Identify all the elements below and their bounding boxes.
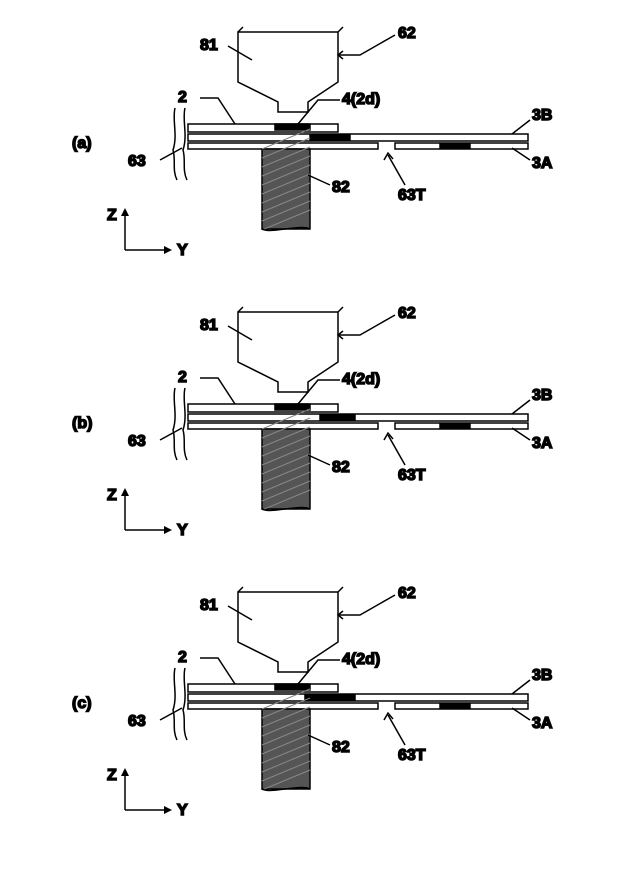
svg-text:4(2d): 4(2d) xyxy=(342,651,380,668)
svg-text:3A: 3A xyxy=(532,715,553,732)
svg-text:81: 81 xyxy=(200,37,218,54)
svg-text:63T: 63T xyxy=(398,187,426,204)
panel-c: (c) 81 62 63T 82 2 4(2d) 3B 3A 63 Z Y xyxy=(0,580,622,850)
svg-text:2: 2 xyxy=(178,369,187,386)
svg-text:3A: 3A xyxy=(532,435,553,452)
panel-b: (b) 81 62 63T 82 2 4(2d) 3B 3A 63 Z Y xyxy=(0,300,622,570)
svg-text:63: 63 xyxy=(128,153,146,170)
svg-text:81: 81 xyxy=(200,317,218,334)
svg-text:3A: 3A xyxy=(532,155,553,172)
svg-text:Y: Y xyxy=(177,522,188,539)
svg-text:3B: 3B xyxy=(532,667,552,684)
svg-text:62: 62 xyxy=(398,25,416,42)
svg-text:62: 62 xyxy=(398,585,416,602)
svg-text:4(2d): 4(2d) xyxy=(342,91,380,108)
svg-text:Z: Z xyxy=(107,767,117,784)
svg-text:81: 81 xyxy=(200,597,218,614)
svg-text:82: 82 xyxy=(332,739,350,756)
svg-text:82: 82 xyxy=(332,179,350,196)
svg-text:82: 82 xyxy=(332,459,350,476)
svg-text:Y: Y xyxy=(177,242,188,259)
svg-text:(a): (a) xyxy=(72,135,92,152)
svg-text:3B: 3B xyxy=(532,387,552,404)
svg-text:(b): (b) xyxy=(72,415,92,432)
svg-text:Z: Z xyxy=(107,207,117,224)
svg-text:63T: 63T xyxy=(398,467,426,484)
svg-text:2: 2 xyxy=(178,649,187,666)
svg-text:Y: Y xyxy=(177,802,188,819)
svg-text:(c): (c) xyxy=(72,695,92,712)
svg-text:63: 63 xyxy=(128,433,146,450)
panel-a: (a) 81 62 63T 82 2 4(2d) 3B 3A 63 Z Y xyxy=(0,20,622,290)
svg-text:62: 62 xyxy=(398,305,416,322)
svg-text:3B: 3B xyxy=(532,107,552,124)
svg-text:Z: Z xyxy=(107,487,117,504)
svg-text:2: 2 xyxy=(178,89,187,106)
svg-text:63: 63 xyxy=(128,713,146,730)
svg-text:63T: 63T xyxy=(398,747,426,764)
svg-text:4(2d): 4(2d) xyxy=(342,371,380,388)
